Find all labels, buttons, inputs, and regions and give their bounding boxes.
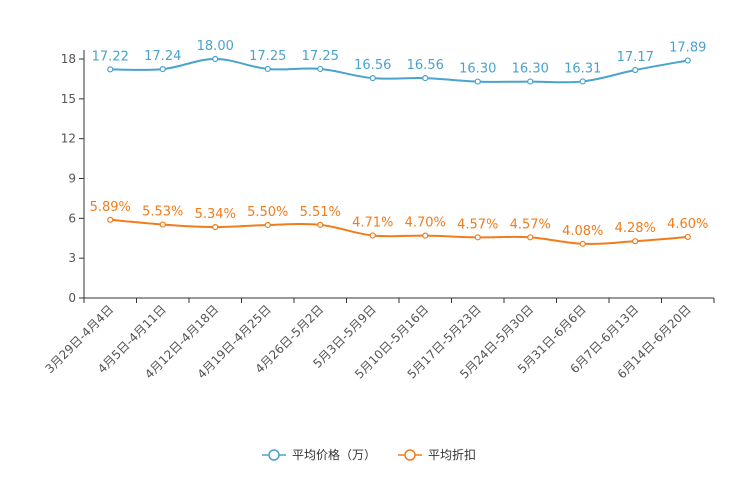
data-point [579, 240, 586, 247]
y-tick-label: 12 [61, 132, 76, 146]
data-point [107, 66, 114, 73]
data-point [632, 238, 639, 245]
data-label: 17.24 [144, 49, 181, 64]
series-line [110, 57, 688, 84]
data-label: 5.51% [300, 205, 341, 220]
data-label: 16.56 [407, 58, 444, 73]
data-label: 16.31 [564, 61, 601, 76]
data-point [632, 66, 639, 74]
data-point [317, 65, 324, 73]
y-tick-label: 0 [68, 291, 76, 305]
data-point [212, 55, 219, 63]
data-label: 16.30 [512, 62, 549, 77]
data-point [317, 221, 324, 228]
series-average-discount: 5.89% 5.53% 5.34% 5.50% 5.51% 4.71% 4.70% 4.57%… [90, 200, 708, 247]
data-label: 4.57% [457, 217, 498, 232]
data-point [474, 78, 481, 85]
data-label: 4.57% [510, 217, 551, 232]
data-label: 17.17 [617, 50, 654, 65]
legend-item: 平均价格（万） [262, 447, 376, 462]
data-label: 4.71% [352, 215, 393, 230]
data-point [159, 65, 166, 73]
data-label: 16.30 [459, 62, 496, 77]
data-point [422, 232, 429, 239]
series-average-price: 17.22 17.24 18.00 17.25 17.25 16.56 16.56 16.30… [92, 39, 706, 85]
data-point [159, 221, 166, 228]
data-label: 16.56 [354, 58, 391, 73]
data-point [264, 221, 271, 229]
data-label: 4.70% [405, 216, 446, 231]
data-label: 5.50% [247, 205, 288, 220]
data-point [527, 234, 534, 241]
data-label: 17.25 [249, 49, 286, 64]
data-label: 5.53% [142, 205, 183, 220]
data-point [369, 232, 376, 239]
y-tick-label: 15 [61, 92, 76, 106]
legend-marker [268, 449, 280, 461]
y-tick-label: 6 [68, 211, 76, 225]
data-label: 17.22 [92, 49, 129, 64]
data-label: 5.34% [195, 207, 236, 222]
data-point [579, 78, 586, 85]
legend-item: 平均折扣 [398, 447, 476, 462]
series-line [110, 218, 688, 245]
data-point [684, 233, 691, 241]
data-point [474, 234, 481, 241]
data-label: 17.25 [302, 49, 339, 64]
data-label: 5.89% [90, 200, 131, 215]
legend: 平均价格（万） 平均折扣 [262, 447, 476, 462]
data-label: 4.60% [667, 217, 708, 232]
legend-label: 平均折扣 [428, 447, 476, 462]
data-point [369, 75, 376, 82]
data-point [107, 216, 114, 223]
data-point [684, 57, 691, 64]
legend-marker [404, 449, 416, 461]
data-label: 17.89 [669, 40, 706, 55]
y-tick-label: 9 [68, 172, 76, 186]
data-label: 4.08% [562, 224, 603, 239]
legend-label: 平均价格（万） [292, 447, 376, 462]
data-point [527, 78, 534, 85]
data-point [422, 75, 429, 82]
data-label: 4.28% [615, 221, 656, 236]
data-point [212, 223, 219, 231]
y-tick-label: 18 [61, 52, 76, 66]
series-layer: 17.22 17.24 18.00 17.25 17.25 16.56 16.56 16.30… [90, 39, 708, 247]
data-label: 18.00 [197, 39, 234, 54]
y-tick-label: 3 [68, 251, 76, 265]
data-point [264, 65, 271, 73]
